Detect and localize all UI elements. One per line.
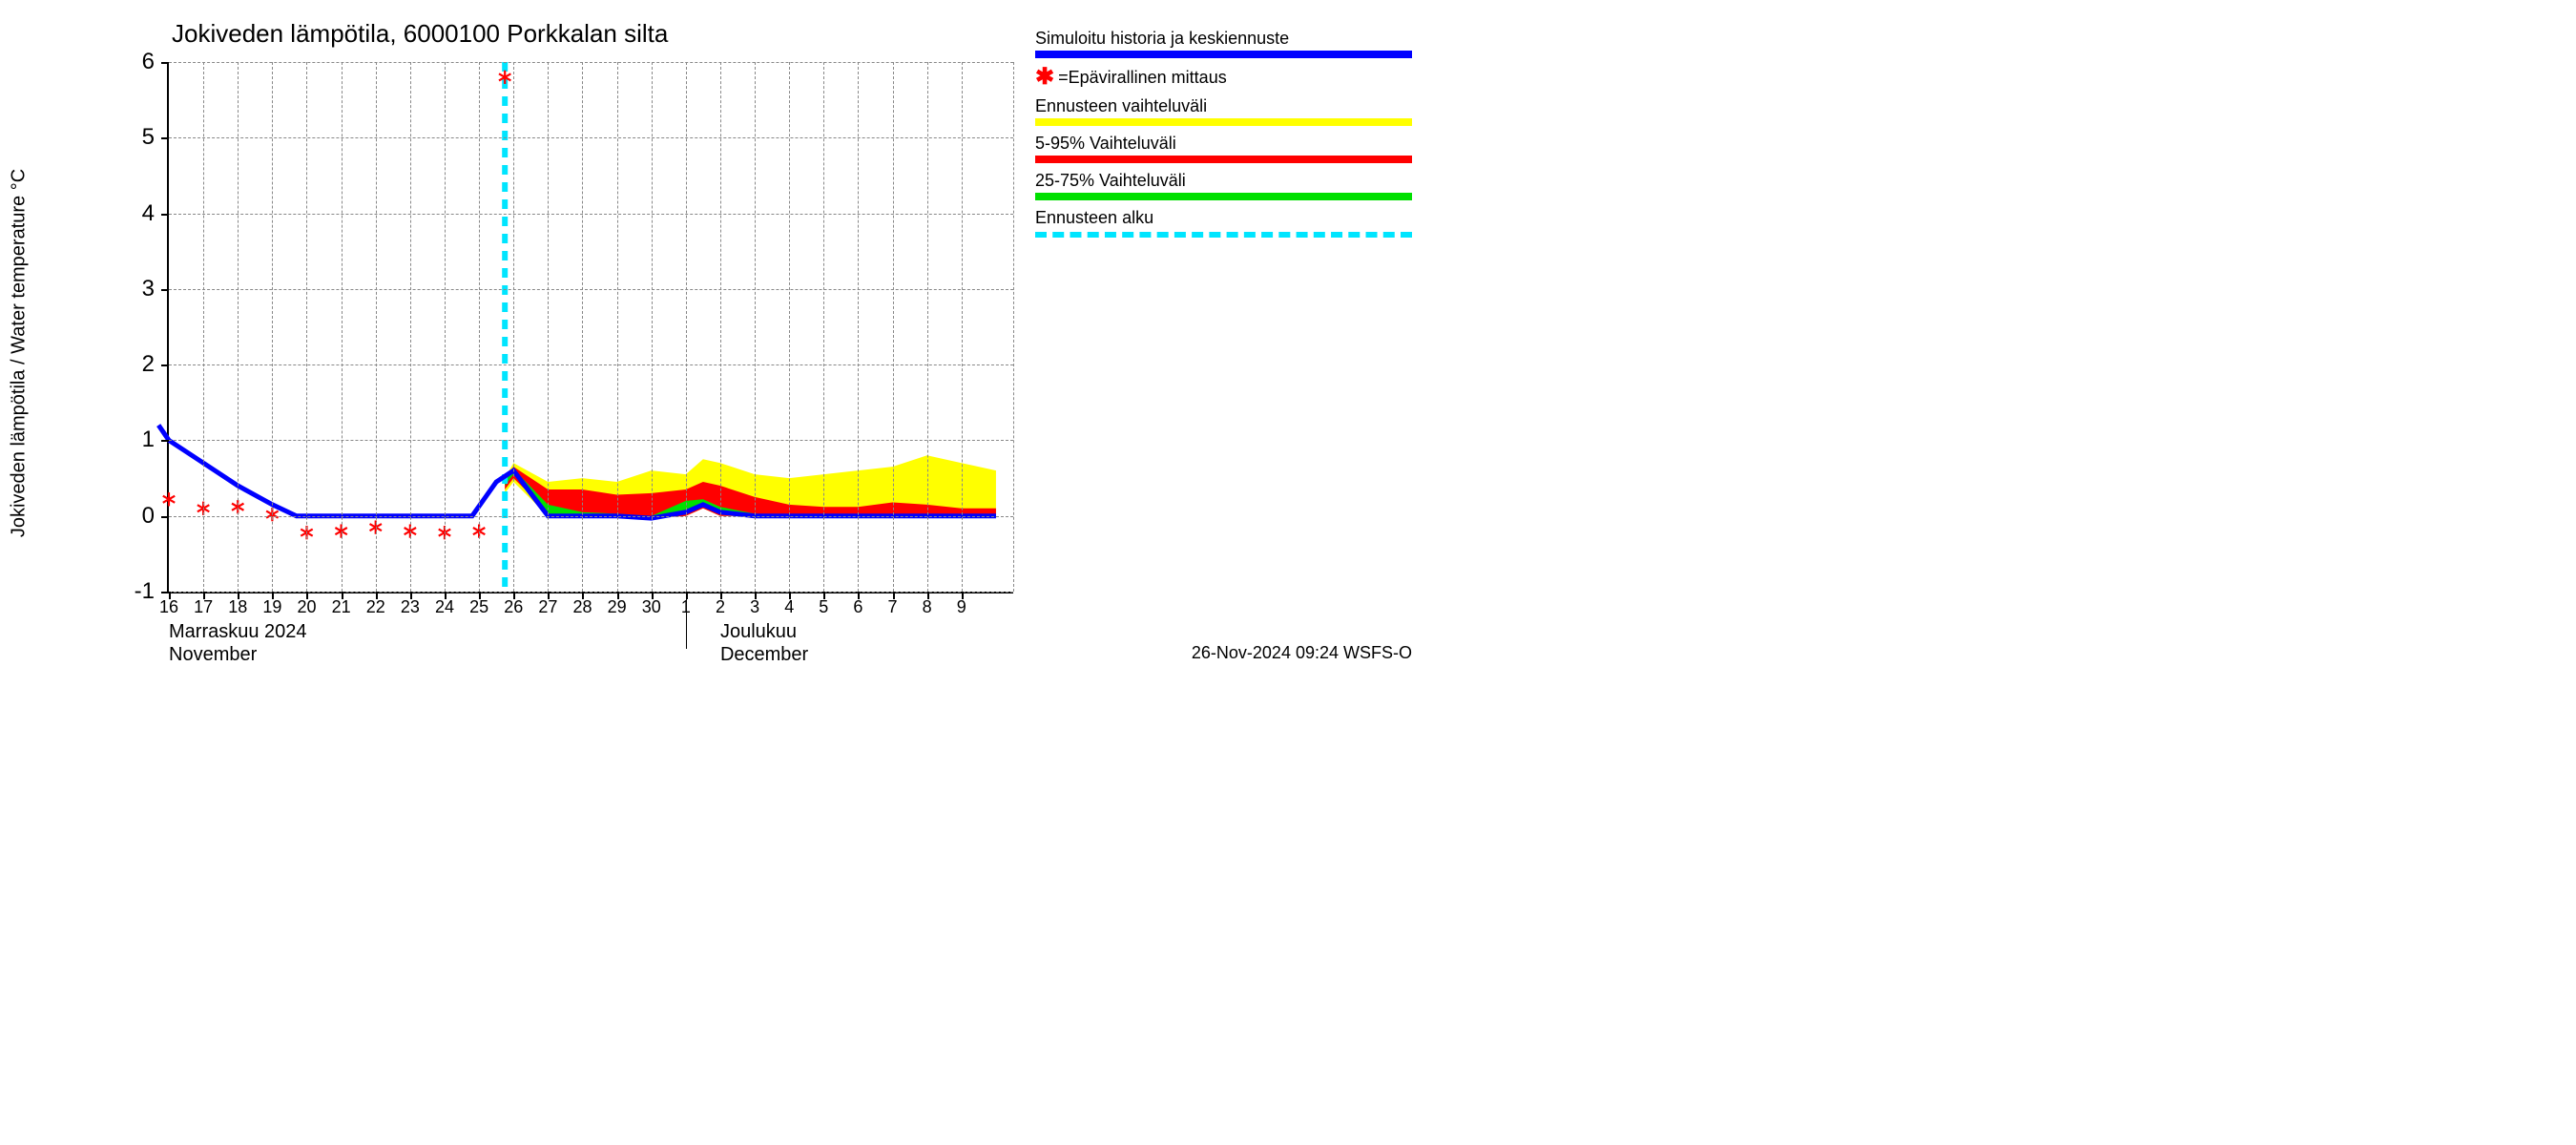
month-label: JoulukuuDecember bbox=[720, 592, 808, 666]
legend: Simuloitu historia ja keskiennuste ✱=Epäv… bbox=[1035, 29, 1417, 245]
grid-line-v bbox=[272, 62, 273, 592]
grid-line-v bbox=[617, 62, 618, 592]
legend-swatch bbox=[1035, 51, 1412, 58]
y-axis-label: Jokiveden lämpötila / Water temperature … bbox=[9, 334, 31, 353]
grid-line-v bbox=[1013, 62, 1014, 592]
x-tick-label: 29 bbox=[608, 592, 627, 617]
grid-line-v bbox=[962, 62, 963, 592]
legend-swatch bbox=[1035, 232, 1412, 238]
legend-item: Ennusteen vaihteluväli bbox=[1035, 96, 1417, 126]
x-tick-label: 24 bbox=[435, 592, 454, 617]
x-tick-label: 26 bbox=[504, 592, 523, 617]
grid-line-v bbox=[548, 62, 549, 592]
grid-line-h bbox=[169, 214, 1013, 215]
legend-item: 5-95% Vaihteluväli bbox=[1035, 134, 1417, 163]
grid-line-h bbox=[169, 137, 1013, 138]
legend-label: Simuloitu historia ja keskiennuste bbox=[1035, 29, 1417, 49]
grid-line-v bbox=[582, 62, 583, 592]
grid-line-v bbox=[789, 62, 790, 592]
legend-item: 25-75% Vaihteluväli bbox=[1035, 171, 1417, 200]
legend-swatch bbox=[1035, 156, 1412, 163]
grid-line-h bbox=[169, 289, 1013, 290]
x-tick-label: 9 bbox=[957, 592, 966, 617]
grid-line-h bbox=[169, 364, 1013, 365]
legend-label: 5-95% Vaihteluväli bbox=[1035, 134, 1417, 154]
grid-line-v bbox=[203, 62, 204, 592]
x-tick-label: 7 bbox=[888, 592, 898, 617]
grid-line-v bbox=[342, 62, 343, 592]
chart-svg-layer bbox=[169, 62, 1013, 592]
y-tick-label: 0 bbox=[116, 503, 169, 530]
x-tick-label: 28 bbox=[572, 592, 592, 617]
month-label: Marraskuu 2024November bbox=[169, 592, 307, 666]
grid-line-h bbox=[169, 62, 1013, 63]
x-tick-label: 8 bbox=[923, 592, 932, 617]
legend-label: =Epävirallinen mittaus bbox=[1058, 68, 1227, 88]
grid-line-v bbox=[858, 62, 859, 592]
plot-area: -101234561617181920212223242526272829301… bbox=[167, 62, 1013, 593]
grid-line-v bbox=[927, 62, 928, 592]
x-tick-label: 27 bbox=[538, 592, 557, 617]
grid-line-v bbox=[755, 62, 756, 592]
y-tick-label: 5 bbox=[116, 124, 169, 151]
y-tick-label: 2 bbox=[116, 351, 169, 378]
x-tick-label: 6 bbox=[853, 592, 862, 617]
grid-line-v bbox=[479, 62, 480, 592]
grid-line-h bbox=[169, 516, 1013, 517]
chart-container: Jokiveden lämpötila / Water temperature … bbox=[0, 0, 1431, 687]
x-tick-label: 22 bbox=[366, 592, 385, 617]
grid-line-v bbox=[376, 62, 377, 592]
grid-line-v bbox=[513, 62, 514, 592]
grid-line-v bbox=[686, 62, 687, 592]
grid-line-v bbox=[410, 62, 411, 592]
legend-item: Simuloitu historia ja keskiennuste bbox=[1035, 29, 1417, 58]
star-marker-icon: ✱ bbox=[1035, 66, 1054, 89]
x-tick-label: 5 bbox=[819, 592, 828, 617]
grid-line-v bbox=[893, 62, 894, 592]
month-divider bbox=[686, 592, 687, 649]
legend-swatch bbox=[1035, 118, 1412, 126]
grid-line-v bbox=[720, 62, 721, 592]
x-tick-label: 21 bbox=[332, 592, 351, 617]
legend-label: Ennusteen alku bbox=[1035, 208, 1417, 228]
x-tick-label: 30 bbox=[642, 592, 661, 617]
chart-title: Jokiveden lämpötila, 6000100 Porkkalan s… bbox=[172, 19, 668, 49]
y-tick-label: 4 bbox=[116, 200, 169, 227]
y-tick-label: 3 bbox=[116, 276, 169, 302]
grid-line-v bbox=[652, 62, 653, 592]
grid-line-h bbox=[169, 440, 1013, 441]
grid-line-v bbox=[823, 62, 824, 592]
legend-label: 25-75% Vaihteluväli bbox=[1035, 171, 1417, 191]
y-tick-label: 6 bbox=[116, 49, 169, 75]
x-tick-label: 25 bbox=[469, 592, 488, 617]
legend-item: Ennusteen alku bbox=[1035, 208, 1417, 238]
x-tick-label: 23 bbox=[401, 592, 420, 617]
legend-label: Ennusteen vaihteluväli bbox=[1035, 96, 1417, 116]
grid-line-v bbox=[238, 62, 239, 592]
grid-line-v bbox=[445, 62, 446, 592]
timestamp-label: 26-Nov-2024 09:24 WSFS-O bbox=[1192, 643, 1412, 663]
legend-item: ✱=Epävirallinen mittaus bbox=[1035, 66, 1417, 89]
legend-swatch bbox=[1035, 193, 1412, 200]
grid-line-v bbox=[306, 62, 307, 592]
y-tick-label: 1 bbox=[116, 427, 169, 453]
